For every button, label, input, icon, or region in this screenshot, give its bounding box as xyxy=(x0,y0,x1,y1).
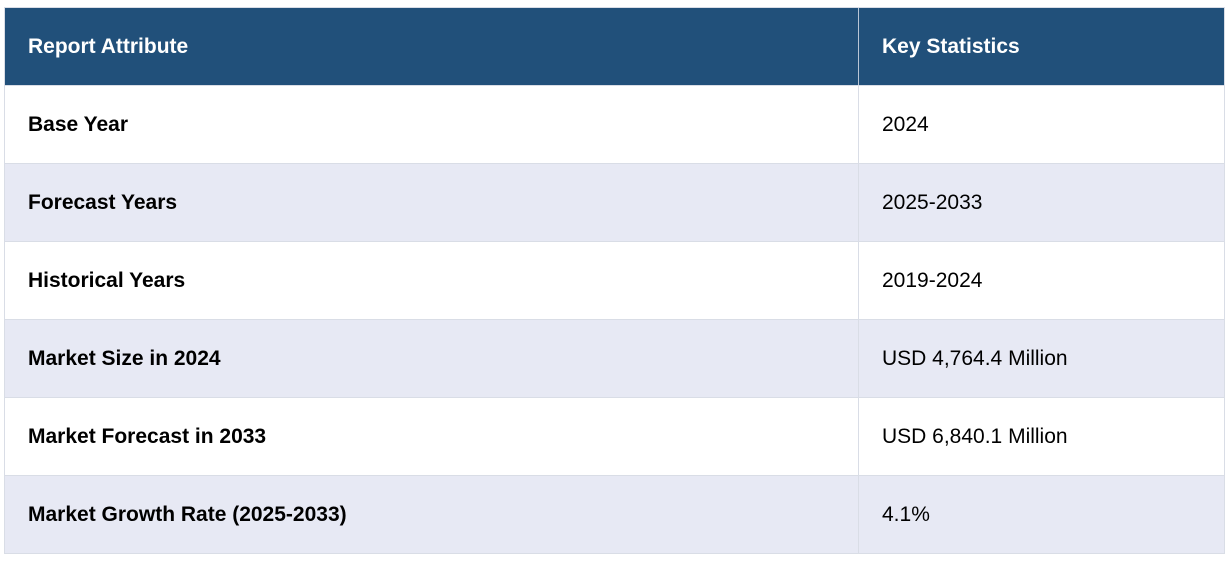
row-statistic-value: USD 4,764.4 Million xyxy=(882,346,1068,370)
table-row-growth-rate: Market Growth Rate (2025-2033) 4.1% xyxy=(5,475,1224,553)
row-statistic-value: 2019-2024 xyxy=(882,268,983,292)
table-header-row: Report Attribute Key Statistics xyxy=(5,8,1224,85)
row-statistic-value: 2025-2033 xyxy=(882,190,983,214)
row-attribute-label: Market Size in 2024 xyxy=(5,320,859,397)
table-row-market-forecast: Market Forecast in 2033 USD 6,840.1 Mill… xyxy=(5,397,1224,475)
table-row-base-year: Base Year 2024 xyxy=(5,85,1224,163)
table-row-historical-years: Historical Years 2019-2024 xyxy=(5,241,1224,319)
report-statistics-table: Report Attribute Key Statistics Base Yea… xyxy=(4,7,1225,554)
header-report-attribute: Report Attribute xyxy=(5,8,859,85)
row-attribute-label: Market Forecast in 2033 xyxy=(5,398,859,475)
table-row-forecast-years: Forecast Years 2025-2033 xyxy=(5,163,1224,241)
row-attribute-label: Forecast Years xyxy=(5,164,859,241)
row-attribute-label: Historical Years xyxy=(5,242,859,319)
row-statistic-value: 2024 xyxy=(882,112,929,136)
row-attribute-label: Base Year xyxy=(5,86,859,163)
row-attribute-label: Market Growth Rate (2025-2033) xyxy=(5,476,859,553)
row-statistic-value: USD 6,840.1 Million xyxy=(882,424,1068,448)
table-row-market-size: Market Size in 2024 USD 4,764.4 Million xyxy=(5,319,1224,397)
header-key-statistics: Key Statistics xyxy=(882,34,1020,58)
row-statistic-value: 4.1% xyxy=(882,502,930,526)
